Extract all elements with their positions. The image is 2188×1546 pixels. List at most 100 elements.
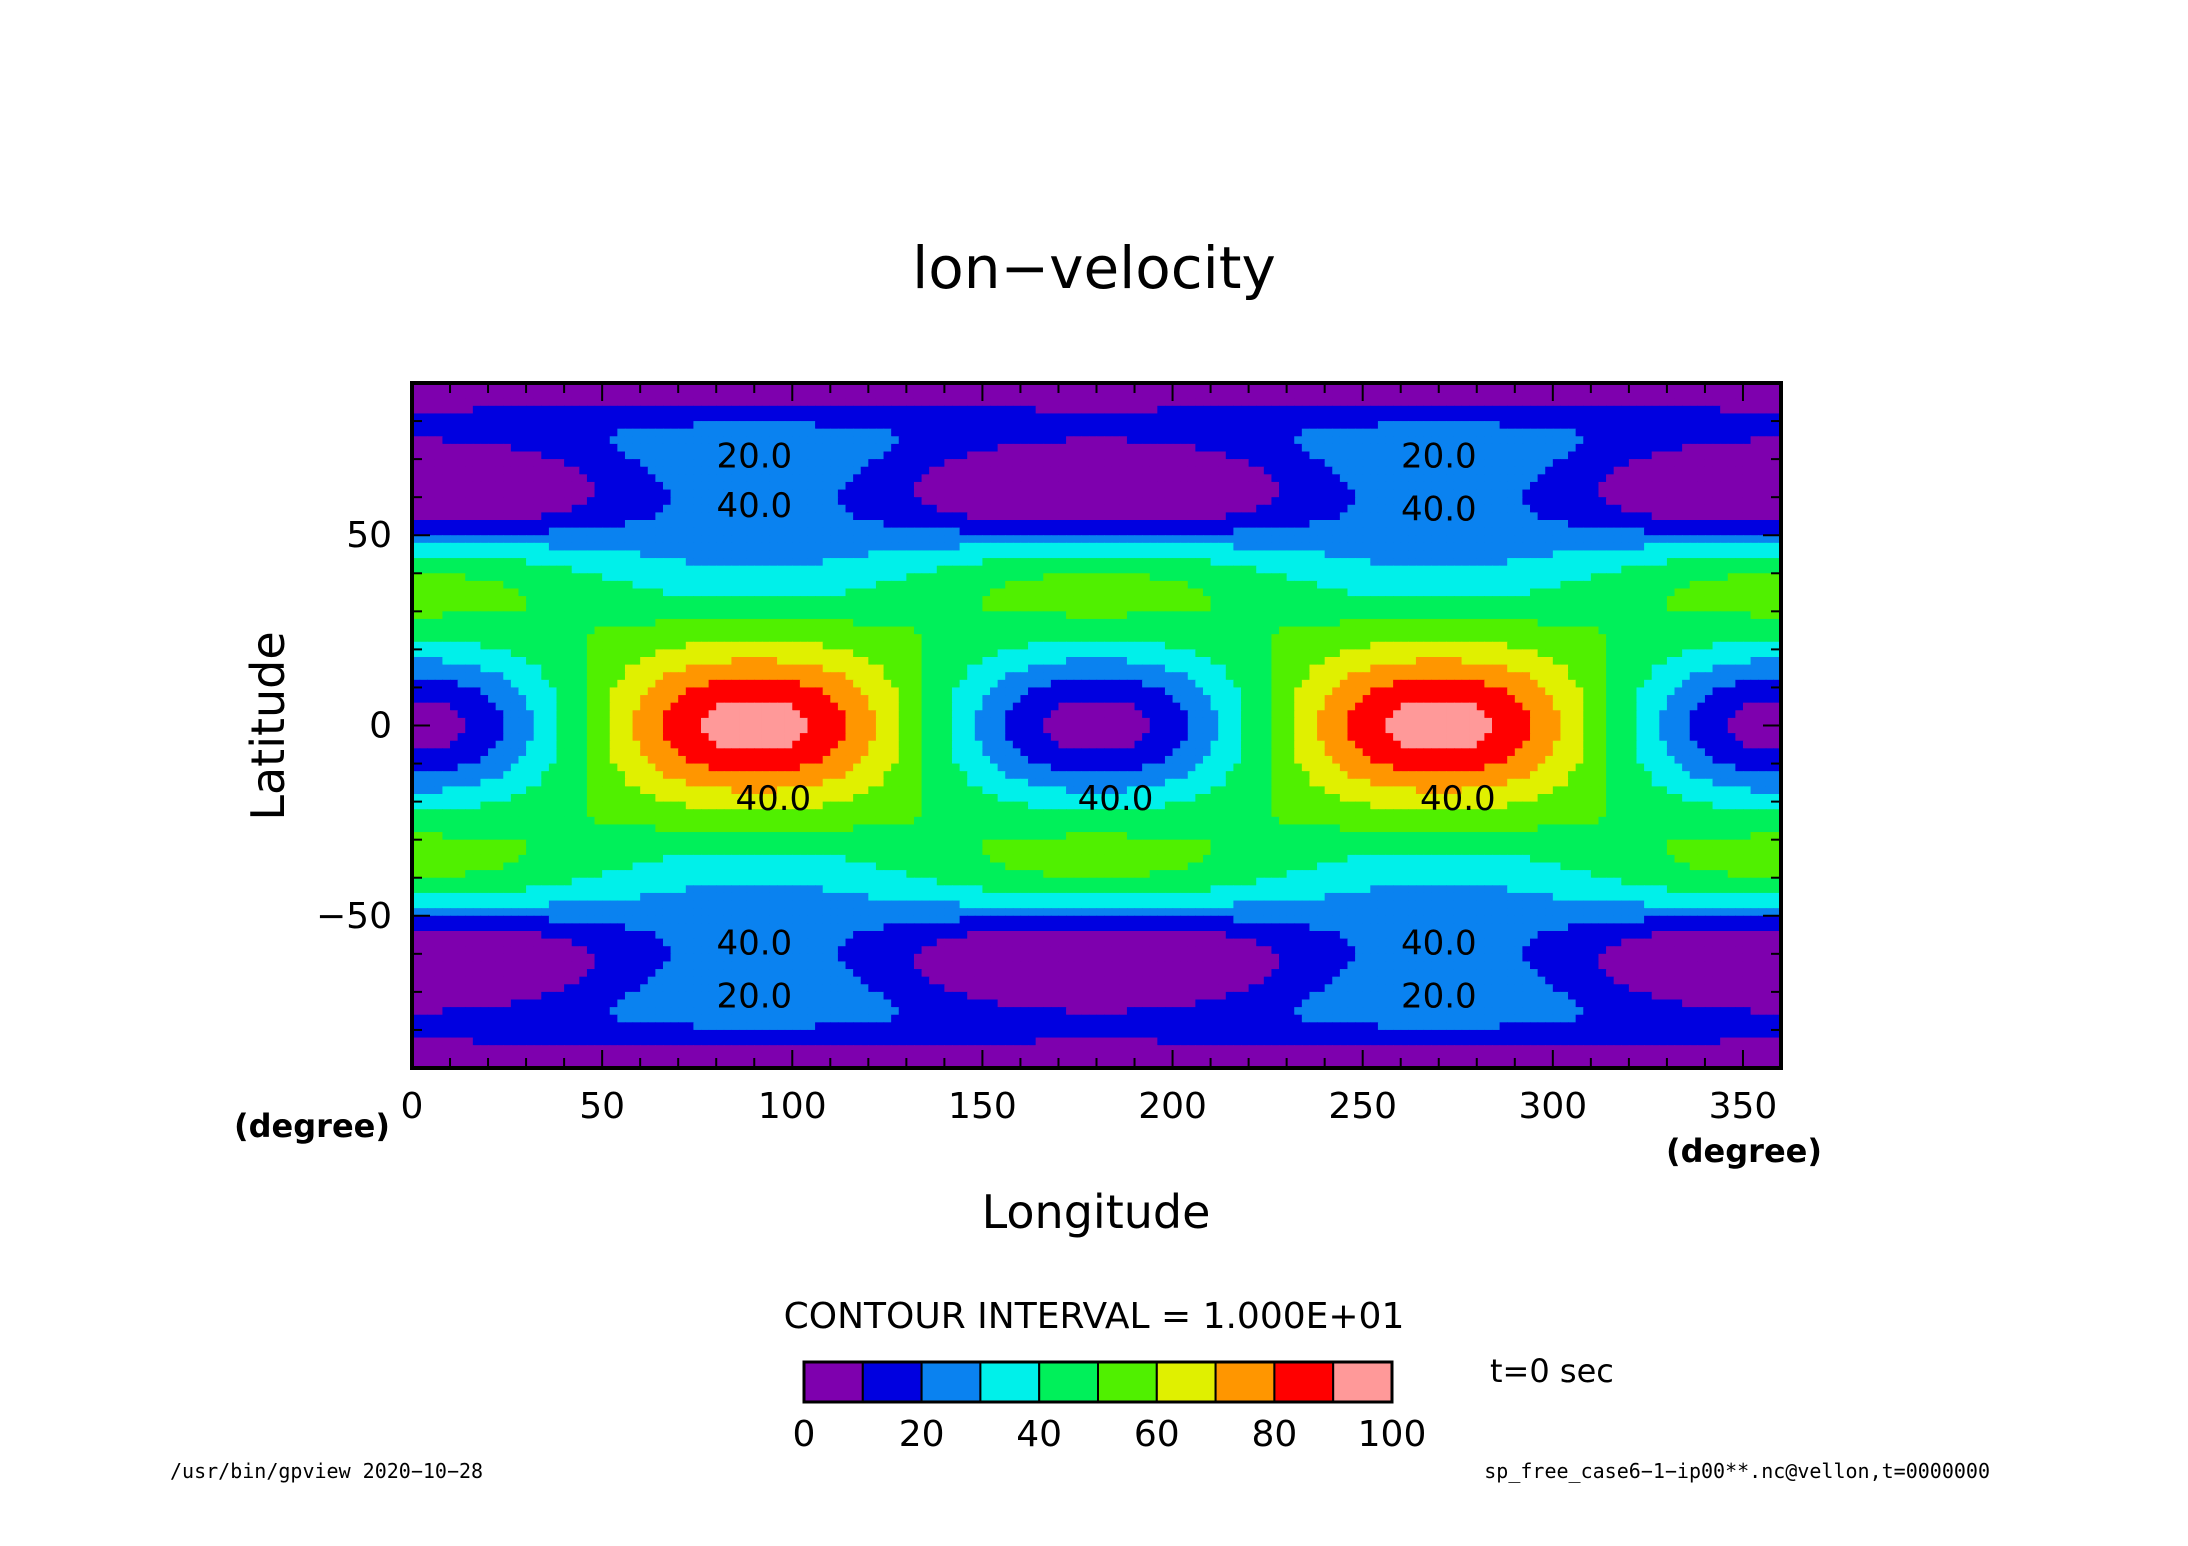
field-cell [1598,542,1607,552]
field-cell [1149,550,1158,559]
field-cell [1689,542,1698,552]
field-cell [685,542,695,552]
field-cell [1491,489,1501,498]
field-cell [1263,428,1273,437]
field-cell [951,481,961,491]
field-cell [1355,527,1364,536]
field-cell [799,421,809,430]
field-cell [1233,405,1242,415]
field-cell [1727,550,1736,559]
field-cell [1606,489,1615,498]
field-cell [1499,390,1508,399]
field-cell [898,520,907,529]
field-cell [1081,558,1090,567]
field-cell [1750,550,1759,559]
field-cell [1233,443,1242,453]
field-cell [1742,459,1752,468]
field-cell [1012,497,1022,506]
field-cell [731,535,740,544]
field-cell [533,383,542,392]
field-cell [1628,497,1638,506]
field-cell [1096,512,1105,521]
field-cell [1476,542,1485,552]
field-cell [1773,390,1781,399]
field-cell [746,558,755,567]
field-cell [982,512,991,521]
field-cell [1066,527,1075,536]
field-cell [982,504,991,513]
field-cell [1286,588,1295,597]
field-cell [1476,489,1485,498]
field-cell [708,550,717,559]
field-cell [1408,504,1417,513]
field-cell [1256,497,1265,506]
field-cell [807,573,816,582]
field-cell [883,558,892,567]
field-cell [1598,527,1607,536]
field-cell [1758,466,1767,475]
field-cell [1111,504,1120,513]
field-cell [1317,481,1326,491]
field-cell [1393,398,1402,407]
field-cell [624,421,634,430]
field-cell [1765,542,1774,552]
field-cell [1758,504,1767,513]
field-cell [662,398,672,407]
field-cell [777,542,786,552]
field-cell [1164,383,1174,392]
field-cell [1750,527,1759,536]
field-cell [412,535,421,544]
field-cell [959,520,968,529]
field-cell [1666,405,1676,415]
field-cell [1370,383,1379,392]
field-cell [609,474,618,483]
field-cell [617,436,626,445]
field-cell [792,580,801,590]
field-cell [891,565,900,574]
field-cell [1317,588,1326,597]
field-cell [769,588,778,597]
field-cell [1020,520,1029,529]
field-cell [974,504,984,513]
field-cell [586,405,596,415]
field-cell [1568,421,1577,430]
field-cell [1659,390,1668,399]
field-cell [1294,527,1303,536]
field-cell [1202,405,1212,415]
field-cell [579,428,588,437]
field-cell [1727,428,1736,437]
field-cell [1491,451,1501,460]
field-cell [1408,489,1417,498]
field-cell [412,421,421,430]
field-cell [967,573,976,582]
field-cell [1050,398,1060,407]
field-cell [1583,413,1592,422]
field-cell [1028,565,1037,574]
field-cell [1005,466,1014,475]
field-cell [579,588,588,597]
field-cell [586,390,596,399]
field-cell [1750,542,1759,552]
field-cell [784,504,793,513]
field-cell [1727,512,1736,521]
field-cell [609,588,618,597]
field-cell [510,443,520,453]
field-cell [1689,565,1698,574]
field-cell [1613,573,1622,582]
field-cell [1408,588,1417,597]
field-cell [731,550,740,559]
field-cell [412,588,421,597]
field-cell [1453,504,1463,513]
field-cell [1286,535,1295,544]
field-cell [1210,535,1219,544]
field-cell [1522,459,1531,468]
field-cell [526,421,535,430]
field-cell [761,489,771,498]
field-cell [701,558,710,567]
field-cell [1461,405,1470,415]
field-cell [891,520,900,529]
field-cell [898,512,907,521]
field-cell [739,428,748,437]
field-cell [875,497,885,506]
field-cell [1689,527,1698,536]
